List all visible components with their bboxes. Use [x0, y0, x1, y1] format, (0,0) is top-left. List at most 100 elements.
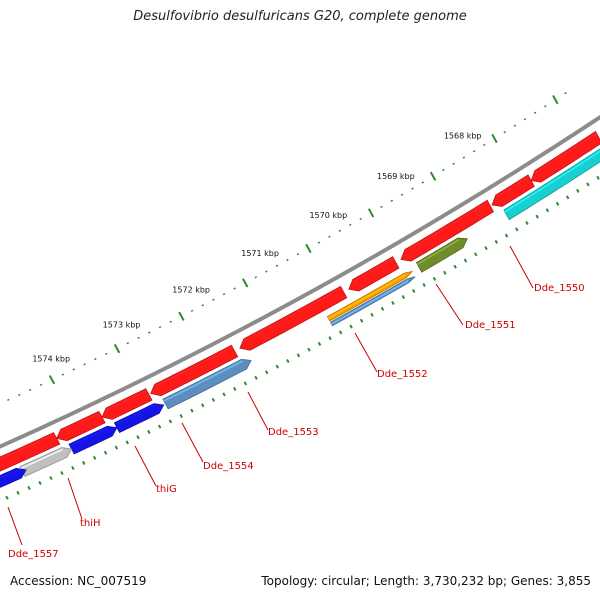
gene-label-leader: [435, 283, 464, 326]
gene-label-leader: [7, 506, 23, 546]
inner-tick: [60, 471, 64, 476]
inner-tick: [147, 429, 151, 434]
ruler-tick: [7, 398, 10, 402]
ruler-tick: [18, 393, 21, 397]
inner-tick: [535, 214, 539, 219]
inner-tick: [38, 480, 42, 486]
inner-tick: [432, 276, 437, 281]
ruler-tick: [137, 336, 140, 340]
gene-thig-bar-highlight: [69, 427, 109, 447]
gene-thig-bar: [68, 425, 118, 455]
inner-tick: [463, 258, 468, 263]
kbp-label: 1570 kbp: [309, 211, 347, 220]
ruler-tick: [148, 331, 151, 334]
ruler-tick: [472, 150, 476, 153]
ruler-tick: [328, 235, 331, 238]
ruler-tick: [296, 253, 300, 256]
kbp-labels: 1568 kbp 1569 kbp 1570 kbp 1571 kbp 1572 kbp…: [32, 132, 481, 364]
ruler-tick: [338, 229, 342, 232]
ruler-tick: [83, 363, 86, 366]
forward-cds-highlight: [405, 201, 489, 253]
gene-dde_1551-bar-highlight: [416, 239, 460, 266]
inner-tick: [515, 227, 519, 232]
ruler-tick: [367, 208, 375, 218]
ruler-tick: [400, 193, 404, 196]
ruler-tick: [201, 304, 204, 307]
inner-tick: [71, 465, 75, 471]
inner-tick: [254, 375, 258, 380]
forward-cds-highlight: [61, 412, 101, 432]
gene-label: thiG: [156, 484, 177, 495]
ruler-tick: [523, 118, 527, 121]
inner-tick: [484, 246, 488, 251]
inner-tick: [380, 306, 385, 311]
ruler-tick: [544, 105, 547, 108]
forward-cds-highlight: [0, 433, 55, 461]
ruler-tick: [442, 168, 445, 172]
ruler-tick: [503, 130, 506, 134]
map-title: Desulfovibrio desulfuricans G20, complet…: [133, 9, 467, 24]
ruler-tick: [462, 156, 466, 159]
forward-cds-highlight: [496, 175, 530, 198]
inner-tick: [328, 336, 332, 341]
inner-tick: [349, 324, 353, 329]
forward-cds-highlight: [353, 257, 395, 282]
inner-tick: [275, 364, 280, 369]
inner-tick: [317, 341, 322, 346]
ruler-tick: [452, 162, 455, 165]
ruler-tick: [39, 383, 43, 386]
ruler-tick: [275, 264, 279, 267]
reverse-strand-features: [0, 148, 600, 488]
gene-dde_1557-bar-highlight: [0, 469, 18, 479]
ruler-tick: [113, 343, 121, 354]
gene-labels: Dde_1550 Dde_1551 Dde_1552 Dde_1553 Dde_1554…: [7, 245, 585, 560]
gene-dde_1552-bar-highlight: [327, 274, 406, 319]
gene-dde_1554-bar: [113, 403, 165, 434]
inner-tick: [157, 424, 162, 429]
ruler-ticks: [7, 91, 567, 402]
inner-ticks: [5, 175, 600, 500]
gene-dde_1550-bar-highlight: [504, 150, 600, 213]
gene-thih-bar: [19, 447, 73, 477]
forward-cds: [150, 344, 239, 397]
inner-tick: [125, 440, 129, 445]
inner-tick: [27, 485, 31, 490]
forward-cds: [348, 256, 400, 292]
inner-tick: [82, 460, 86, 465]
inner-tick: [296, 353, 301, 358]
ruler-tick: [178, 311, 185, 321]
ruler-tick: [169, 320, 172, 323]
inner-tick: [222, 392, 226, 397]
ruler-tick: [533, 111, 537, 114]
gene-label-leader: [181, 422, 204, 463]
inner-tick: [286, 359, 290, 364]
gene-label: Dde_1550: [534, 283, 585, 294]
forward-strand-features: [0, 130, 600, 472]
gene-label-leader: [354, 332, 378, 373]
inner-tick: [474, 252, 478, 257]
ruler-tick: [564, 91, 567, 95]
kbp-label: 1571 kbp: [241, 249, 279, 258]
ruler-tick: [359, 217, 362, 221]
ruler-tick: [212, 298, 215, 301]
forward-cds-highlight: [155, 346, 233, 387]
ruler-tick: [72, 368, 75, 371]
ruler-tick: [349, 223, 352, 227]
inner-tick: [243, 381, 248, 386]
inner-tick: [168, 419, 173, 424]
inner-tick: [103, 450, 108, 455]
gene-dde_1557-bar: [0, 467, 27, 488]
forward-cds: [101, 388, 153, 420]
accession-text: Accession: NC_007519: [10, 574, 147, 588]
inner-tick: [5, 495, 9, 500]
ruler-tick: [305, 243, 312, 254]
forward-cds-highlight: [106, 389, 148, 411]
inner-tick: [16, 490, 20, 495]
gene-label: Dde_1551: [465, 320, 516, 331]
ruler-tick: [552, 95, 559, 105]
kbp-label: 1572 kbp: [172, 285, 210, 294]
forward-cds: [0, 432, 61, 472]
inner-tick: [92, 455, 97, 460]
forward-cds: [239, 285, 348, 351]
